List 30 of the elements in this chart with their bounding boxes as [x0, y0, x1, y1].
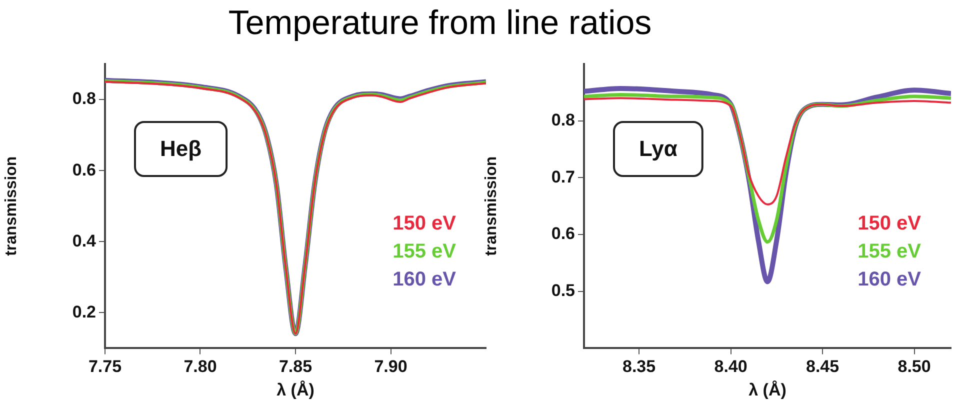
- y-tick-label: 0.4: [72, 231, 97, 250]
- x-tick-label: 7.75: [88, 357, 122, 376]
- x-tick-label: 7.85: [278, 357, 312, 376]
- text: 155 eV: [392, 240, 457, 263]
- x-tick-label: 8.50: [898, 357, 931, 376]
- line-series: [584, 97, 951, 206]
- y-tick-label: 0.6: [551, 224, 575, 244]
- x-tick-label: 8.45: [806, 357, 840, 376]
- x-tick-label: 7.80: [184, 357, 217, 376]
- text: 155 eV: [858, 240, 922, 263]
- annotation: Heβ: [160, 136, 202, 162]
- y-axis-title: transmission: [483, 156, 500, 256]
- x-tick-label: 7.90: [374, 357, 408, 376]
- x-axis-title: λ (Å): [276, 380, 314, 400]
- text: 160 eV: [858, 268, 922, 291]
- y-tick-label: 0.5: [551, 281, 575, 300]
- y-axis-title: transmission: [3, 156, 20, 256]
- chart-title: Temperature from line ratios: [227, 4, 653, 43]
- text: 160 eV: [392, 268, 457, 291]
- y-tick-label: 0.2: [72, 302, 96, 322]
- text: 150 eV: [392, 212, 457, 235]
- text: 150 eV: [858, 212, 922, 235]
- y-tick-label: 0.6: [72, 160, 96, 180]
- y-tick-label: 0.8: [551, 110, 575, 130]
- x-axis-title: λ (Å): [748, 380, 786, 400]
- x-tick-label: 8.40: [714, 357, 748, 376]
- y-tick-label: 0.8: [72, 89, 96, 108]
- y-tick-label: 0.7: [551, 167, 575, 186]
- x-tick-label: 8.35: [622, 357, 656, 376]
- annotation: Lyα: [638, 136, 678, 162]
